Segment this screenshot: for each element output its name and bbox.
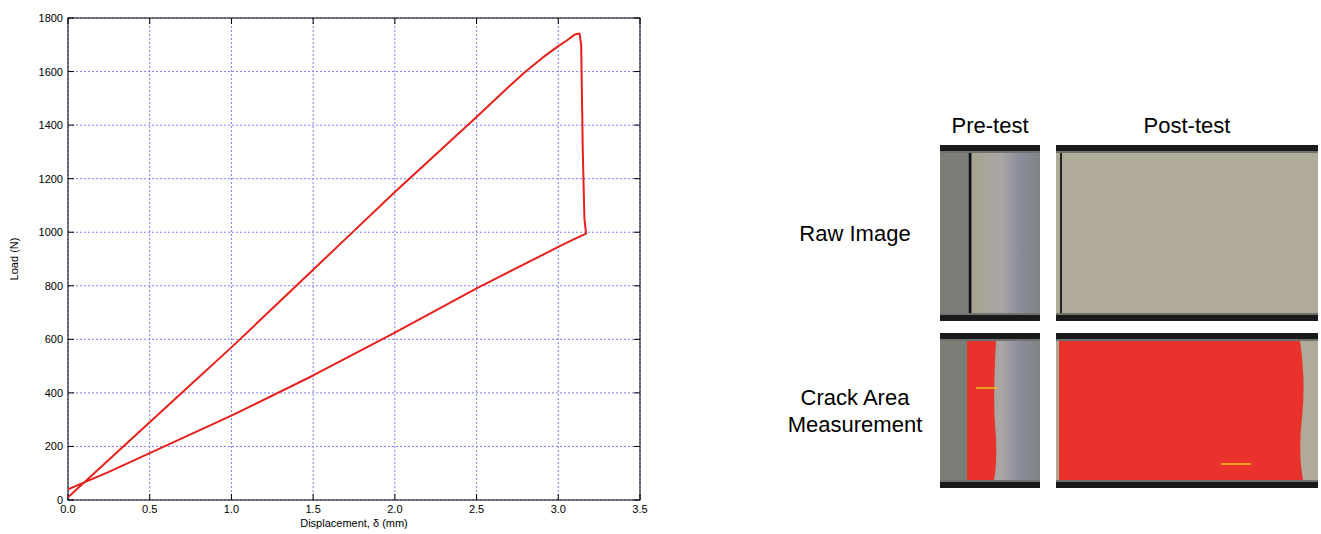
grid [68, 18, 640, 500]
row-label: Crack AreaMeasurement [788, 385, 923, 437]
row-label-line: Crack Area [801, 385, 911, 410]
x-tick [476, 494, 477, 500]
y-grid-line [68, 446, 640, 447]
y-tick-label: 1000 [39, 226, 63, 238]
x-axis-title: Displacement, δ (mm) [300, 517, 408, 529]
y-tick [68, 125, 74, 126]
axes: 0.00.51.01.52.02.53.03.50200400600800100… [8, 12, 648, 529]
y-tick-right [634, 232, 640, 233]
y-grid-line [68, 339, 640, 340]
y-tick-label: 0 [57, 494, 63, 506]
y-tick [68, 392, 74, 393]
image-ground [1056, 333, 1318, 488]
specimen-dark [940, 153, 972, 313]
crack-area [1059, 341, 1304, 480]
y-tick-label: 1800 [39, 12, 63, 24]
x-tick [231, 494, 232, 500]
y-tick-label: 1400 [39, 119, 63, 131]
image-edge [940, 482, 1040, 488]
image-panel: Pre-test Post-test Raw Image Crack AreaMeas… [788, 113, 1318, 488]
row-label-line: Measurement [788, 412, 923, 437]
x-grid-line [149, 18, 150, 500]
measure-mark [976, 387, 998, 389]
image-edge [940, 145, 1040, 151]
image-ground [940, 145, 1040, 321]
specimen-image [940, 333, 1040, 488]
y-tick [68, 232, 74, 233]
y-tick-right [634, 285, 640, 286]
image-edge [1056, 315, 1318, 321]
y-grid-line [68, 71, 640, 72]
x-tick-top [476, 18, 477, 24]
y-grid-line [68, 285, 640, 286]
y-tick-label: 200 [45, 440, 63, 452]
y-grid-line [68, 392, 640, 393]
y-axis-title: Load (N) [8, 238, 20, 281]
x-tick-top [149, 18, 150, 24]
y-tick-right [634, 125, 640, 126]
x-grid-line [558, 18, 559, 500]
specimen-surface [1056, 341, 1318, 480]
y-grid-line [68, 178, 640, 179]
y-tick-label: 600 [45, 333, 63, 345]
image-edge [1056, 333, 1318, 339]
insert-edge [1060, 153, 1062, 313]
specimen-surface [1056, 153, 1318, 313]
y-tick [68, 178, 74, 179]
image-ground [940, 333, 1040, 488]
y-tick [68, 71, 74, 72]
x-tick [313, 494, 314, 500]
x-tick [558, 494, 559, 500]
row-label: Raw Image [799, 221, 910, 246]
x-grid-line [231, 18, 232, 500]
y-tick-label: 1600 [39, 66, 63, 78]
y-tick-right [634, 339, 640, 340]
x-grid-line [313, 18, 314, 500]
x-tick-label: 3.0 [551, 503, 566, 515]
x-tick-label: 2.0 [387, 503, 402, 515]
specimen-image [940, 145, 1040, 321]
y-tick-right [634, 392, 640, 393]
x-tick-label: 3.5 [632, 503, 647, 515]
y-tick-label: 400 [45, 387, 63, 399]
image-edge [940, 315, 1040, 321]
image-ground [1056, 145, 1318, 321]
insert-edge [969, 153, 972, 313]
x-grid-line [476, 18, 477, 500]
plot-frame [68, 18, 640, 500]
x-tick-top [313, 18, 314, 24]
y-tick-label: 1200 [39, 173, 63, 185]
image-edge [1056, 482, 1318, 488]
column-head: Pre-test [951, 113, 1028, 138]
image-edge [940, 333, 1040, 339]
figure: 0.00.51.01.52.02.53.03.50200400600800100… [0, 0, 1321, 534]
y-tick [68, 446, 74, 447]
x-tick-top [231, 18, 232, 24]
specimen-surface [972, 153, 1040, 313]
load-curve [68, 34, 586, 498]
x-tick-label: 1.5 [305, 503, 320, 515]
y-tick [68, 285, 74, 286]
data-group [68, 34, 586, 498]
y-tick-label: 800 [45, 280, 63, 292]
measure-mark [1221, 463, 1251, 465]
x-tick-label: 1.0 [224, 503, 239, 515]
x-grid-line [394, 18, 395, 500]
image-edge [1056, 145, 1318, 151]
crack-area [967, 341, 996, 480]
column-head: Post-test [1144, 113, 1231, 138]
x-tick [394, 494, 395, 500]
x-tick-label: 2.5 [469, 503, 484, 515]
x-tick-label: 0.5 [142, 503, 157, 515]
y-tick-right [634, 446, 640, 447]
x-tick-top [558, 18, 559, 24]
specimen-image [1056, 333, 1318, 488]
y-tick [68, 339, 74, 340]
x-tick [149, 494, 150, 500]
x-tick-top [394, 18, 395, 24]
specimen-image [1056, 145, 1318, 321]
y-tick-right [634, 71, 640, 72]
y-tick-right [634, 178, 640, 179]
y-grid-line [68, 125, 640, 126]
